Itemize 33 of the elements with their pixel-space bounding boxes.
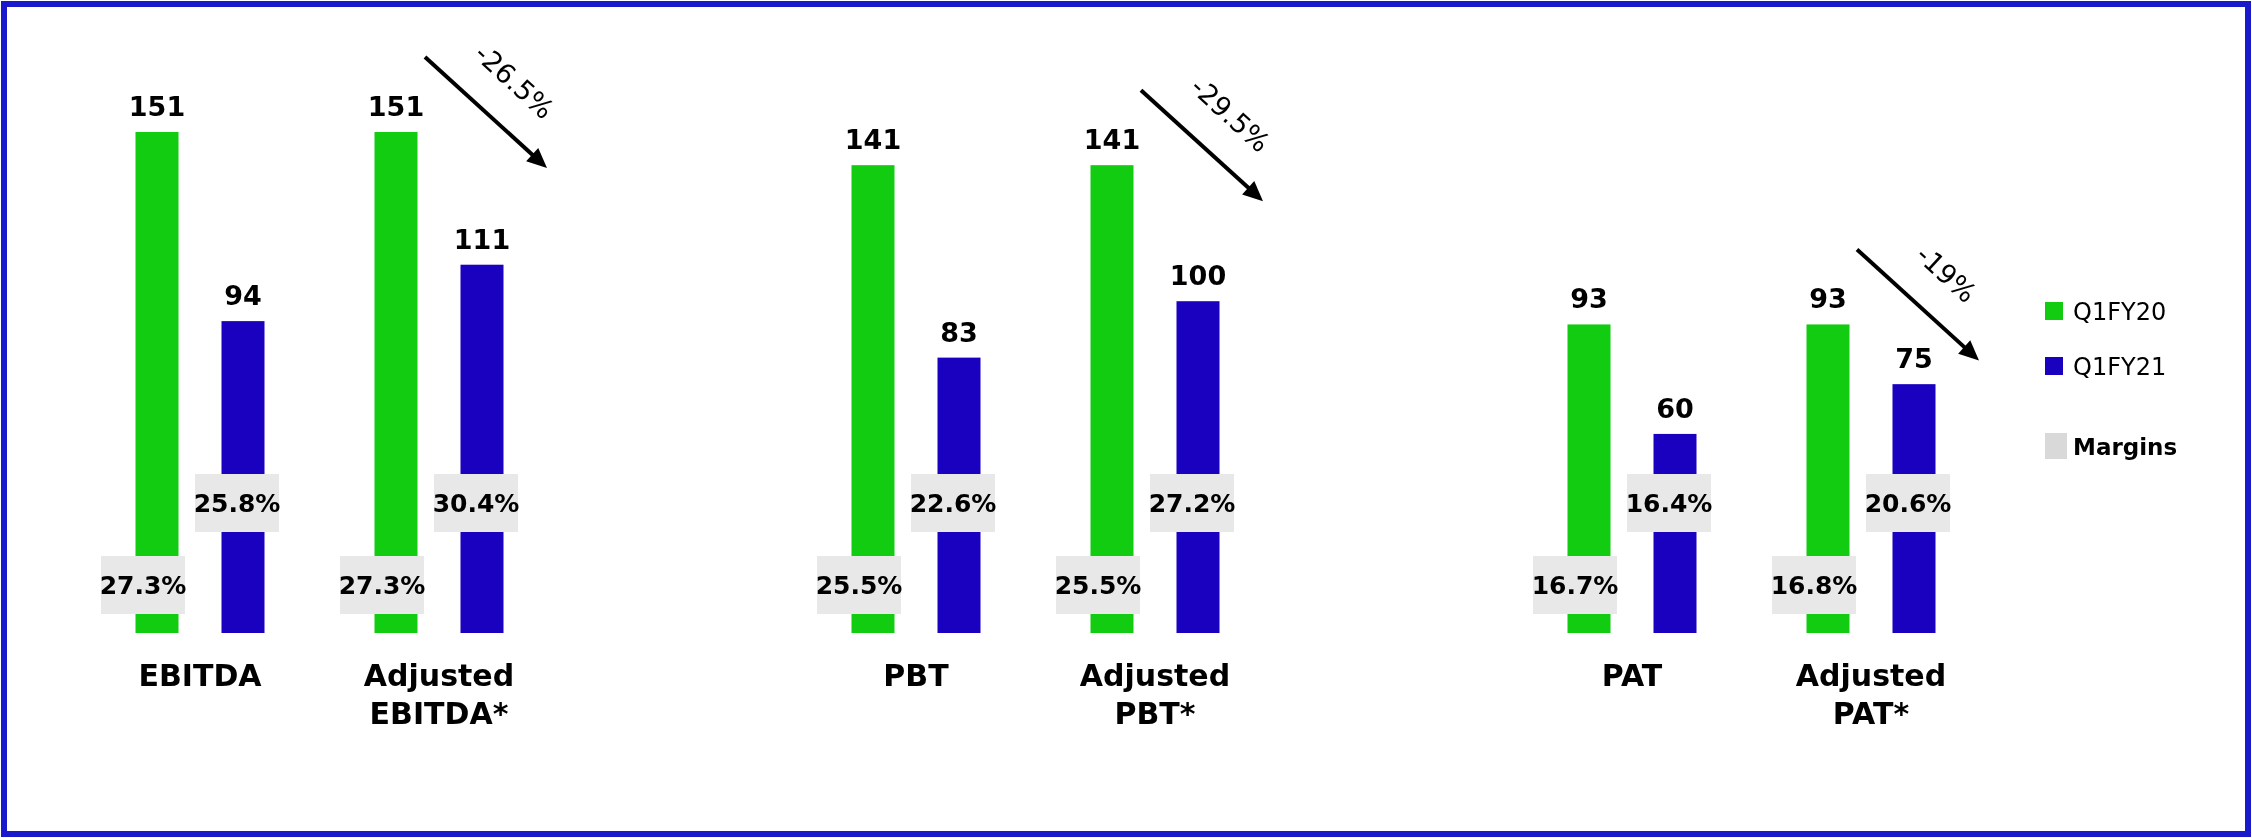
- annotation: 25.5%: [1054, 571, 1142, 600]
- data-label: 93: [1570, 283, 1608, 315]
- data-label: 151: [128, 91, 186, 122]
- data-label: 83: [940, 316, 978, 348]
- annotation: 22.6%: [909, 489, 997, 518]
- data-label: 141: [1083, 124, 1141, 156]
- annotation: 27.2%: [1148, 489, 1236, 518]
- legend-label: Q1FY20: [2073, 298, 2167, 326]
- data-label: 100: [1169, 260, 1227, 292]
- annotation: 20.6%: [1864, 489, 1952, 518]
- legend-label: Q1FY21: [2073, 353, 2167, 381]
- x-tick-label: PAT: [1601, 658, 1663, 693]
- x-tick-label: EBITDA: [138, 658, 263, 693]
- annotation: 16.4%: [1625, 489, 1713, 518]
- data-label: 141: [844, 124, 902, 156]
- x-tick-label: PBT: [883, 658, 950, 693]
- x-tick-label: Adjusted PBT*: [1079, 658, 1231, 731]
- annotation: 27.3%: [99, 571, 187, 600]
- data-label: 75: [1895, 343, 1933, 375]
- annotation: 25.5%: [815, 571, 903, 600]
- legend-title: Margins: [2073, 434, 2178, 460]
- x-tick-label: Adjusted EBITDA*: [363, 658, 515, 731]
- annotation: 30.4%: [432, 489, 520, 518]
- annotation: 27.3%: [338, 571, 426, 600]
- annotation: 16.8%: [1770, 571, 1858, 600]
- x-tick-label: Adjusted PAT*: [1795, 658, 1947, 731]
- data-label: 60: [1656, 392, 1694, 424]
- data-label: 93: [1809, 283, 1847, 315]
- annotation: 25.8%: [193, 489, 281, 518]
- annotation: 16.7%: [1531, 571, 1619, 600]
- data-label: 151: [367, 91, 425, 122]
- data-label: 111: [453, 223, 511, 255]
- data-label: 94: [224, 280, 262, 312]
